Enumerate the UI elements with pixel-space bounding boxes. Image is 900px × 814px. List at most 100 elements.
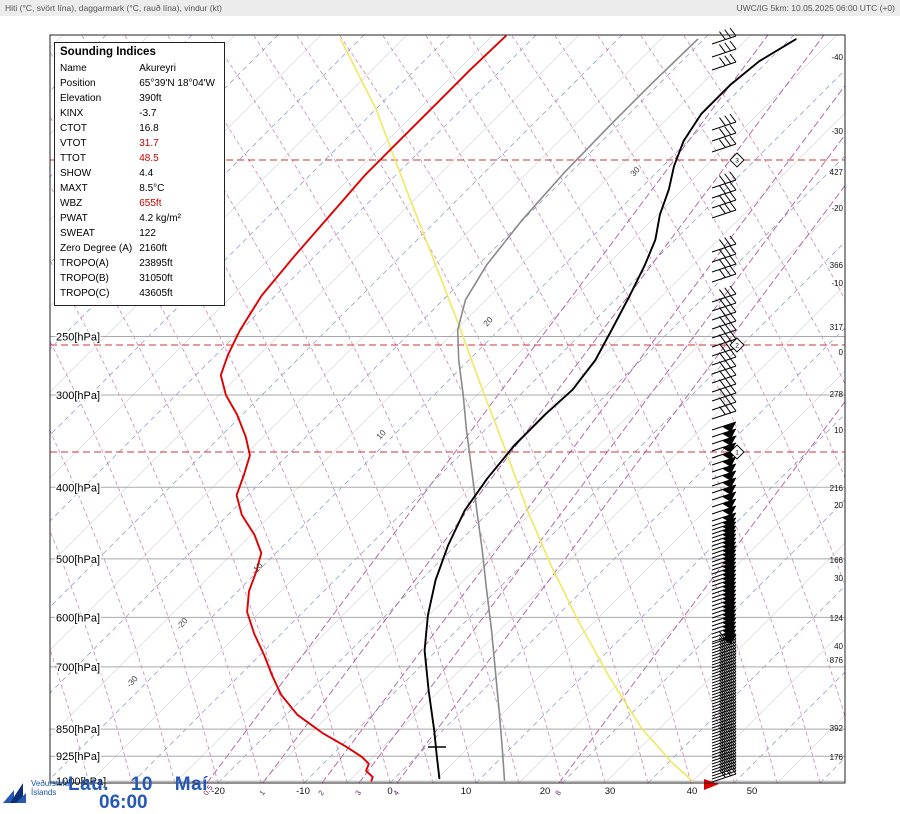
- index-row: Zero Degree (A) 2160ft: [59, 241, 216, 256]
- index-label: Position: [60, 78, 96, 89]
- svg-text:3: 3: [353, 789, 363, 798]
- tropopause-markers: 3 2 1: [729, 152, 745, 460]
- index-label: WBZ: [60, 198, 83, 209]
- index-label: PWAT: [60, 213, 88, 224]
- svg-text:700[hPa]: 700[hPa]: [56, 662, 100, 674]
- reference-curve: [456, 38, 699, 782]
- index-value: Akureyri: [139, 63, 176, 74]
- svg-text:278: 278: [830, 390, 844, 399]
- org-name-line2: Íslands: [31, 788, 57, 797]
- index-value: 43605ft: [139, 288, 173, 299]
- svg-text:600[hPa]: 600[hPa]: [56, 612, 100, 624]
- svg-text:0: 0: [387, 786, 392, 797]
- index-value: 23895ft: [139, 258, 173, 269]
- index-row: CTOT 16.8: [59, 121, 216, 136]
- svg-text:876: 876: [830, 656, 844, 665]
- svg-text:10: 10: [461, 786, 472, 797]
- index-value: 390ft: [139, 93, 162, 104]
- index-value: 48.5: [139, 153, 159, 164]
- index-label: KINX: [60, 108, 84, 119]
- index-label: Zero Degree (A): [60, 243, 133, 254]
- index-row: TROPO(B) 31050ft: [59, 271, 216, 286]
- temperature-curve: [423, 38, 797, 780]
- svg-text:366: 366: [830, 261, 844, 270]
- index-value: 655ft: [139, 198, 162, 209]
- svg-text:427: 427: [830, 168, 844, 177]
- svg-text:2: 2: [316, 789, 326, 798]
- index-value: -3.7: [139, 108, 157, 119]
- pressure-axis-labels: 250[hPa] 300[hPa] 400[hPa] 500[hPa] 600[hPa]…: [55, 330, 108, 790]
- svg-text:-40: -40: [831, 53, 843, 62]
- svg-text:124: 124: [830, 614, 844, 623]
- index-row: TTOT 48.5: [59, 151, 216, 166]
- sounding-indices-panel: Sounding Indices Name Akureyri Position 65°…: [54, 42, 225, 306]
- svg-text:10: 10: [374, 427, 388, 441]
- dry-adiabats: [50, 35, 845, 783]
- svg-text:50: 50: [747, 786, 758, 797]
- index-label: TROPO(B): [60, 273, 109, 284]
- svg-text:0: 0: [839, 348, 844, 357]
- svg-text:500[hPa]: 500[hPa]: [56, 554, 100, 566]
- svg-text:1000[hPa]: 1000[hPa]: [56, 776, 106, 788]
- index-value: 8.5°C: [139, 183, 165, 194]
- wind-barbs-column: [704, 27, 737, 790]
- svg-text:1: 1: [735, 450, 739, 457]
- mixing-ratio-lines: [206, 35, 845, 783]
- index-row: Elevation 390ft: [59, 91, 216, 106]
- index-row: KINX -3.7: [59, 106, 216, 121]
- index-row: PWAT 4.2 kg/m²: [59, 211, 216, 226]
- index-label: CTOT: [60, 123, 88, 134]
- svg-text:-10: -10: [296, 786, 310, 797]
- org-name-line1: Veðurstofa: [31, 779, 70, 788]
- svg-text:10: 10: [834, 426, 843, 435]
- index-row: Position 65°39'N 18°04'W: [59, 76, 216, 91]
- svg-text:40: 40: [834, 642, 843, 651]
- index-row: MAXT 8.5°C: [59, 181, 216, 196]
- vedurstofa-logo: Veðurstofa Íslands: [2, 779, 69, 805]
- index-row: SWEAT 122: [59, 226, 216, 241]
- svg-text:-20: -20: [831, 204, 843, 213]
- svg-text:-10: -10: [249, 560, 265, 576]
- svg-text:-20: -20: [211, 786, 225, 797]
- index-row: Name Akureyri: [59, 61, 216, 76]
- index-value: 4.4: [139, 168, 154, 179]
- svg-text:400[hPa]: 400[hPa]: [56, 482, 100, 494]
- index-label: Name: [60, 63, 87, 74]
- svg-text:216: 216: [830, 484, 844, 493]
- plot-area: [50, 35, 845, 783]
- indices-title: Sounding Indices: [60, 46, 156, 58]
- svg-text:250[hPa]: 250[hPa]: [56, 332, 100, 344]
- index-label: Elevation: [60, 93, 102, 104]
- svg-text:20: 20: [540, 786, 551, 797]
- index-label: MAXT: [60, 183, 88, 194]
- svg-text:20: 20: [834, 501, 843, 510]
- index-row: TROPO(A) 23895ft: [59, 256, 216, 271]
- surface-wind-flag: [704, 779, 719, 790]
- svg-text:4: 4: [391, 789, 401, 798]
- svg-text:1: 1: [257, 789, 267, 798]
- svg-text:-30: -30: [831, 127, 843, 136]
- index-value: 122: [139, 228, 156, 239]
- svg-text:317: 317: [830, 323, 844, 332]
- index-value: 16.8: [139, 123, 159, 134]
- index-value: 31050ft: [139, 273, 173, 284]
- mixing-ratio-labels: 0.5 1 2 3 4 8: [201, 783, 563, 797]
- index-value: 2160ft: [139, 243, 168, 254]
- svg-text:30: 30: [605, 786, 616, 797]
- index-row: WBZ 655ft: [59, 196, 216, 211]
- index-label: TROPO(A): [60, 258, 109, 269]
- svg-text:-30: -30: [124, 673, 140, 689]
- index-label: TROPO(C): [60, 288, 110, 299]
- right-axis-labels: -40 -30 427 -20 366 -10 317 0 278 10 216 20 166 30 124…: [830, 53, 844, 762]
- top-info-bar: Hiti (°C, svört lína), daggarmark (°C, r…: [0, 0, 900, 16]
- svg-text:2: 2: [735, 343, 739, 350]
- svg-text:925[hPa]: 925[hPa]: [56, 751, 100, 763]
- svg-text:-10: -10: [831, 279, 843, 288]
- vedurstofa-logo-icon: [3, 783, 26, 803]
- model-run-text: UWC/IG 5km: 10.05.2025 06:00 UTC (+0): [736, 3, 896, 13]
- index-value: 65°39'N 18°04'W: [139, 78, 215, 89]
- legend-text: Hiti (°C, svört lína), daggarmark (°C, r…: [5, 3, 222, 13]
- valid-time-text: 06:00: [99, 792, 148, 813]
- svg-text:30: 30: [834, 574, 843, 583]
